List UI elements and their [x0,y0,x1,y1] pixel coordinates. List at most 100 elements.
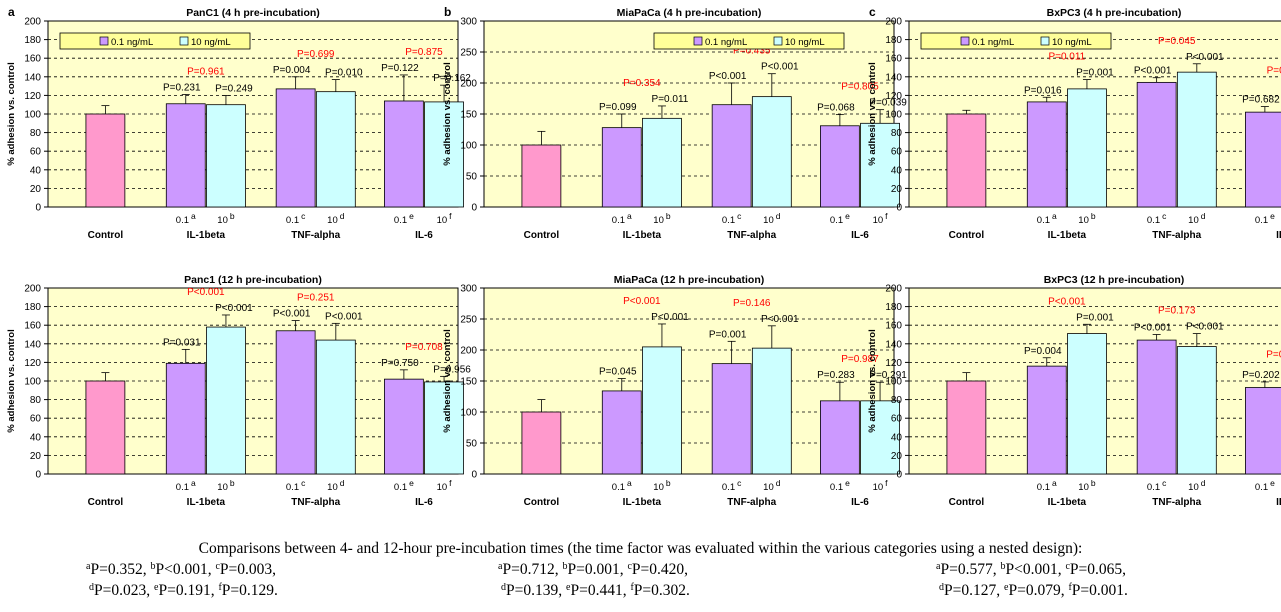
y-tick-label: 150 [460,377,477,388]
y-tick-label: 0 [896,470,902,481]
p-value-high: P=0.162 [433,73,471,84]
chart-panel: 0 20 40 60 80 100 120 140 160 180 200 % adhesion vs… [6,274,471,508]
panel-letter: b [444,5,451,19]
y-tick-label: 120 [885,358,902,369]
x-tick-low-dose: 0.1 a [176,211,196,226]
x-label-control: Control [524,497,560,508]
caption-line: aP=0.352, bP<0.001, cP=0.003, [86,558,278,579]
p-value-low: P=0.016 [1024,85,1062,96]
p-value-low: P<0.001 [273,309,311,320]
caption-superscript: c [627,561,632,572]
dose-superscript: b [1091,211,1096,221]
y-axis-title: % adhesion vs. control [867,62,878,165]
bar-low-dose [820,125,860,208]
dose-superscript: e [409,478,414,488]
bar-low-dose [1026,365,1067,475]
x-tick-low-dose: 0.1 e [1255,478,1275,493]
bar-high-dose [315,339,356,475]
p-value-between-doses: P=0.708 [405,342,443,353]
x-tick-low-dose: 0.1 e [830,478,850,493]
bar-high-dose [1067,88,1107,208]
dose-superscript: c [1162,478,1167,488]
x-tick-high-dose: 10 d [327,211,345,226]
dose-value: 10 [653,482,664,493]
caption-superscript: e [154,582,159,593]
bar-high-dose [642,117,682,208]
caption-pvalue: P=0.352, [90,561,151,578]
bar-control [521,411,562,475]
x-label-group: IL-1beta [187,230,226,241]
caption-pvalue: P=0.139, [506,582,566,599]
dose-superscript: e [845,211,850,221]
bar-high-dose [315,91,356,208]
y-tick-label: 60 [891,147,903,158]
dose-value: 10 [873,215,884,226]
legend-swatch [693,36,703,46]
dose-superscript: e [409,211,414,221]
p-value-high: P<0.001 [1186,52,1224,63]
legend-entry: 0.1 ng/mL [111,37,153,48]
y-tick-label: 60 [30,147,42,158]
p-value-high: P<0.001 [1186,322,1224,333]
caption-pvalue: P=0.001. [1071,582,1128,599]
y-tick-label: 0 [471,203,477,214]
y-tick-label: 160 [24,54,41,65]
x-label-group: TNF-alpha [727,230,776,241]
y-tick-label: 140 [885,72,902,83]
dose-superscript: a [191,478,196,488]
y-tick-label: 120 [885,91,902,102]
y-tick-label: 300 [460,284,477,295]
x-tick-high-dose: 10 f [437,478,453,493]
dose-superscript: f [449,211,452,221]
x-tick-high-dose: 10 f [873,478,889,493]
x-label-group: IL-6 [1276,230,1281,241]
p-value-between-doses: P=0.011 [1048,52,1085,63]
dose-value: 0.1 [722,482,735,493]
p-value-between-doses: P<0.001 [623,296,661,307]
bar-low-dose [165,362,206,475]
dose-superscript: a [1052,478,1057,488]
p-value-low: P=0.031 [163,337,201,348]
x-tick-low-dose: 0.1 a [1037,211,1057,226]
dose-value: 0.1 [1037,482,1050,493]
bar-low-dose [1245,111,1281,208]
y-tick-label: 0 [896,203,902,214]
caption-superscript: a [86,561,91,572]
x-label-group: TNF-alpha [291,230,340,241]
p-value-high: P=0.001 [1076,68,1114,79]
p-value-between-doses: P=0.114 [1267,66,1281,77]
bar-high-dose [751,96,792,208]
x-label-group: IL-1beta [623,230,662,241]
x-label-group: IL-6 [851,497,869,508]
caption-pvalue: P<0.001, [1005,561,1066,578]
y-tick-label: 250 [460,315,477,326]
x-tick-low-dose: 0.1 a [612,211,632,226]
p-value-between-doses: P=0.941 [1266,349,1281,360]
dose-value: 0.1 [1255,482,1268,493]
panel-letter: a [8,5,15,19]
dose-value: 0.1 [286,215,299,226]
caption-pvalue: P=0.003, [219,561,277,578]
p-value-low: P<0.001 [709,71,747,82]
x-label-group: IL-6 [415,230,433,241]
y-tick-label: 20 [891,184,903,195]
caption-pvalue: P=0.712, [502,561,563,578]
dose-superscript: b [1091,478,1096,488]
bar-control [85,380,126,475]
legend-entry: 10 ng/mL [191,37,231,48]
dose-superscript: c [737,211,742,221]
dose-value: 10 [763,215,774,226]
x-tick-low-dose: 0.1 a [176,478,196,493]
bar-high-dose [1176,71,1217,208]
bar-high-dose [424,101,464,208]
p-value-low: P=0.202 [1242,370,1280,381]
y-tick-label: 0 [471,470,477,481]
y-tick-label: 80 [30,395,42,406]
bar-low-dose [1026,101,1067,208]
x-label-group: IL-1beta [1048,497,1087,508]
x-label-group: IL-1beta [187,497,226,508]
legend-swatch [99,36,109,46]
legend-entry: 10 ng/mL [1052,37,1092,48]
caption-pvalue: P=0.079, [1008,582,1069,599]
dose-value: 10 [1188,482,1199,493]
